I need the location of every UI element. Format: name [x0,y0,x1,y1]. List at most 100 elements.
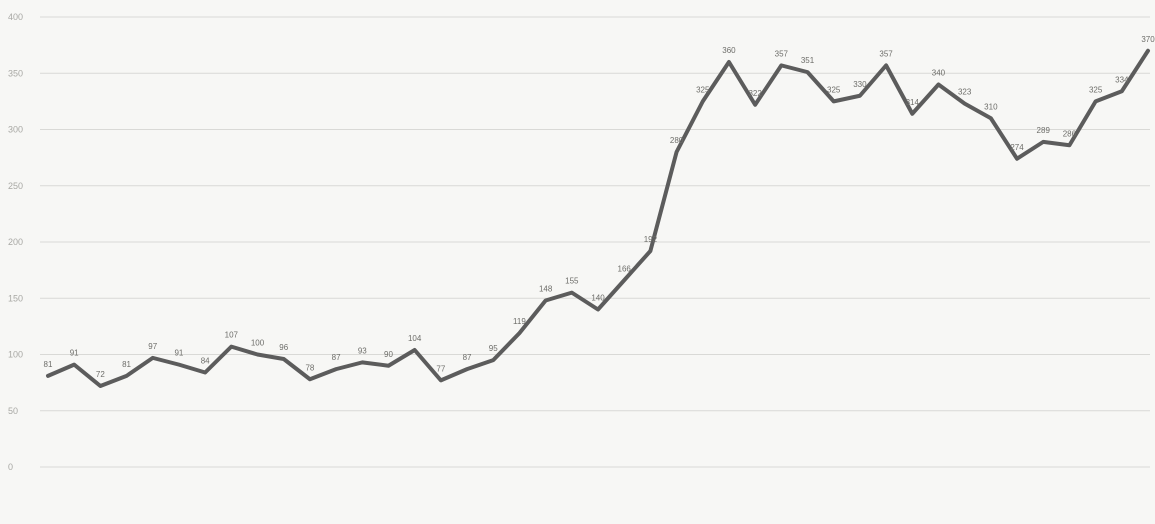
data-label: 155 [565,277,579,286]
data-point [439,378,443,382]
data-point [858,94,862,98]
data-point [465,367,469,371]
data-label: 325 [827,85,841,94]
y-tick-label: 400 [8,12,23,22]
data-label: 96 [279,343,288,352]
data-point [125,374,129,378]
data-point [413,348,417,352]
gridlines [40,16,1150,468]
data-label: 119 [513,317,526,326]
data-label: 357 [879,49,893,58]
data-point [963,102,967,106]
data-point [936,83,940,86]
data-label: 323 [958,88,972,97]
data-label: 351 [801,56,815,65]
data-point [989,116,993,120]
data-point [727,60,731,64]
data-label: 192 [644,235,658,244]
data-point [1146,49,1150,53]
data-label: 325 [696,85,710,94]
data-label: 334 [1115,75,1129,84]
data-point [229,345,233,349]
data-point [1120,89,1124,93]
data-point [491,358,495,362]
data-label: 166 [618,264,632,273]
data-label: 274 [1010,143,1024,152]
data-label: 360 [722,46,736,55]
data-point [334,367,338,371]
y-tick-label: 100 [8,350,23,360]
data-label: 357 [775,49,789,58]
y-axis: 0 50 100 150 200 250 300 350 400 [8,12,23,472]
data-point [753,103,757,107]
data-point [256,353,260,356]
data-point [360,360,364,364]
data-label: 322 [748,89,762,98]
data-label: 87 [463,353,472,362]
y-tick-label: 350 [8,68,23,78]
data-point [910,112,914,116]
data-label: 72 [96,370,105,379]
data-label: 84 [201,357,210,366]
data-point [570,291,574,295]
data-point [98,384,102,388]
data-label: 81 [122,360,131,369]
data-label: 97 [148,342,157,351]
data-point [544,299,548,302]
data-point [675,150,679,154]
data-label: 280 [670,136,684,145]
data-label: 91 [174,349,183,358]
data-label: 95 [489,344,498,353]
data-point [622,278,626,282]
data-label: 78 [305,363,314,372]
y-tick-label: 200 [8,237,23,247]
data-point [517,331,521,335]
series-group [46,48,1150,388]
data-label: 286 [1063,129,1077,138]
data-point [648,249,652,253]
data-labels: 81 91 72 81 97 91 84 107 100 96 78 87 93 90 104 77 87 95 1… [44,35,1155,379]
data-point [46,374,50,378]
data-label: 325 [1089,85,1103,94]
data-point [308,377,312,381]
data-point [779,63,783,67]
series-line [46,48,1150,388]
data-label: 93 [358,346,367,355]
data-label: 148 [539,285,553,294]
data-label: 340 [932,69,946,78]
data-label: 87 [332,353,341,362]
data-label: 90 [384,350,393,359]
data-point [701,99,705,103]
data-point [596,308,600,311]
data-label: 289 [1037,126,1051,135]
data-label: 330 [853,80,867,89]
y-tick-label: 50 [8,406,18,416]
data-label: 314 [906,98,920,107]
data-point [282,357,286,361]
y-tick-label: 300 [8,125,23,135]
data-point [1015,157,1019,161]
data-point [1067,143,1071,147]
data-point [203,371,207,374]
data-point [386,364,390,368]
data-label: 370 [1141,35,1155,44]
data-point [806,70,810,74]
data-label: 91 [70,349,79,358]
data-point [151,356,155,360]
data-label: 81 [44,360,53,369]
data-point [177,363,181,367]
data-point [72,363,76,367]
y-tick-label: 150 [8,293,23,303]
data-point [884,63,888,67]
data-label: 77 [436,364,445,373]
data-point [1041,140,1045,144]
data-label: 107 [225,331,239,340]
data-label: 140 [591,294,605,303]
y-tick-label: 250 [8,181,23,191]
y-tick-label: 0 [8,462,13,472]
data-point [1094,99,1098,103]
data-label: 104 [408,334,422,343]
data-label: 100 [251,339,265,348]
